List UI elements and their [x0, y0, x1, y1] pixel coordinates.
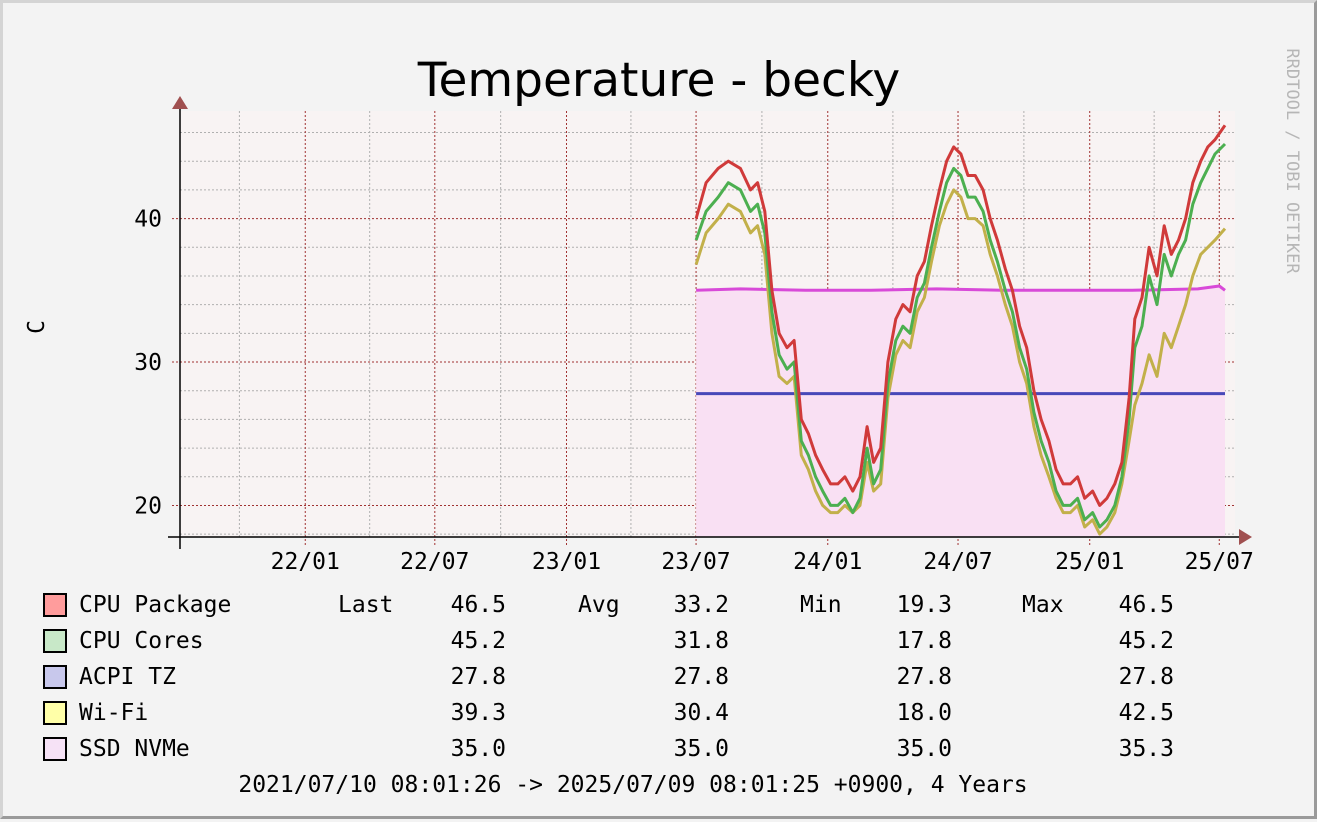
x-tick-label: 23/07 — [661, 549, 730, 575]
legend-value-last: 45.2 — [451, 628, 506, 654]
legend-value-avg: 30.4 — [674, 700, 729, 726]
legend-value-last: 46.5 — [451, 592, 506, 618]
legend-header-last: Last — [338, 592, 393, 618]
axes — [168, 96, 1252, 549]
y-tick-label: 30 — [134, 350, 162, 376]
x-tick-label: 24/01 — [793, 549, 862, 575]
legend-header-avg: Avg — [578, 592, 620, 618]
legend-value-max: 45.2 — [1119, 628, 1174, 654]
legend-value-avg: 33.2 — [674, 592, 729, 618]
legend-swatch — [43, 593, 67, 617]
legend-value-avg: 35.0 — [674, 736, 729, 762]
x-tick-label: 25/07 — [1185, 549, 1254, 575]
series-line-cpu-package — [694, 124, 1227, 507]
legend: CPU Package Last Avg Min Max 46.5 33.2 19.3 46.5… — [43, 592, 1174, 762]
legend-value-avg: 27.8 — [674, 664, 729, 690]
y-tick-label: 40 — [134, 207, 162, 233]
legend-value-last: 27.8 — [451, 664, 506, 690]
legend-swatch — [43, 629, 67, 653]
series-line-cpu-cores — [694, 142, 1227, 529]
legend-swatch — [43, 737, 67, 761]
ssd-nvme-area — [696, 286, 1225, 537]
legend-value-max: 42.5 — [1119, 700, 1174, 726]
x-axis-arrow — [1239, 529, 1252, 545]
legend-swatch — [43, 701, 67, 725]
legend-value-last: 35.0 — [451, 736, 506, 762]
x-tick-label: 22/07 — [400, 549, 469, 575]
y-axis-arrow — [172, 96, 188, 109]
legend-series-name: ACPI TZ — [79, 664, 176, 690]
legend-value-min: 18.0 — [897, 700, 952, 726]
legend-series-name: CPU Package — [79, 592, 231, 618]
legend-header-max: Max — [1022, 592, 1064, 618]
x-tick-label: 23/01 — [532, 549, 601, 575]
legend-value-min: 27.8 — [897, 664, 952, 690]
x-tick-label: 24/07 — [923, 549, 992, 575]
legend-value-avg: 31.8 — [674, 628, 729, 654]
legend-value-max: 35.3 — [1119, 736, 1174, 762]
legend-value-max: 46.5 — [1119, 592, 1174, 618]
y-tick-label: 20 — [134, 493, 162, 519]
legend-series-name: SSD NVMe — [79, 736, 190, 762]
legend-series-name: CPU Cores — [79, 628, 204, 654]
x-tick-label: 22/01 — [271, 549, 340, 575]
legend-header-min: Min — [800, 592, 842, 618]
legend-value-min: 35.0 — [897, 736, 952, 762]
legend-swatch — [43, 665, 67, 689]
watermark: RRDTOOL / TOBI OETIKER — [1282, 48, 1302, 274]
legend-value-min: 19.3 — [897, 592, 952, 618]
chart-title: Temperature - becky — [417, 53, 901, 108]
legend-value-min: 17.8 — [897, 628, 952, 654]
legend-value-last: 39.3 — [451, 700, 506, 726]
temperature-chart: 20 30 40 22/01 22/07 23/01 23/07 24/01 24/07 25/0… — [24, 48, 1302, 798]
y-axis-label: C — [24, 320, 50, 334]
time-range-footer: 2021/07/10 08:01:26 -> 2025/07/09 08:01:… — [238, 772, 1027, 798]
legend-value-max: 27.8 — [1119, 664, 1174, 690]
x-tick-label: 25/01 — [1055, 549, 1124, 575]
legend-series-name: Wi-Fi — [79, 700, 148, 726]
